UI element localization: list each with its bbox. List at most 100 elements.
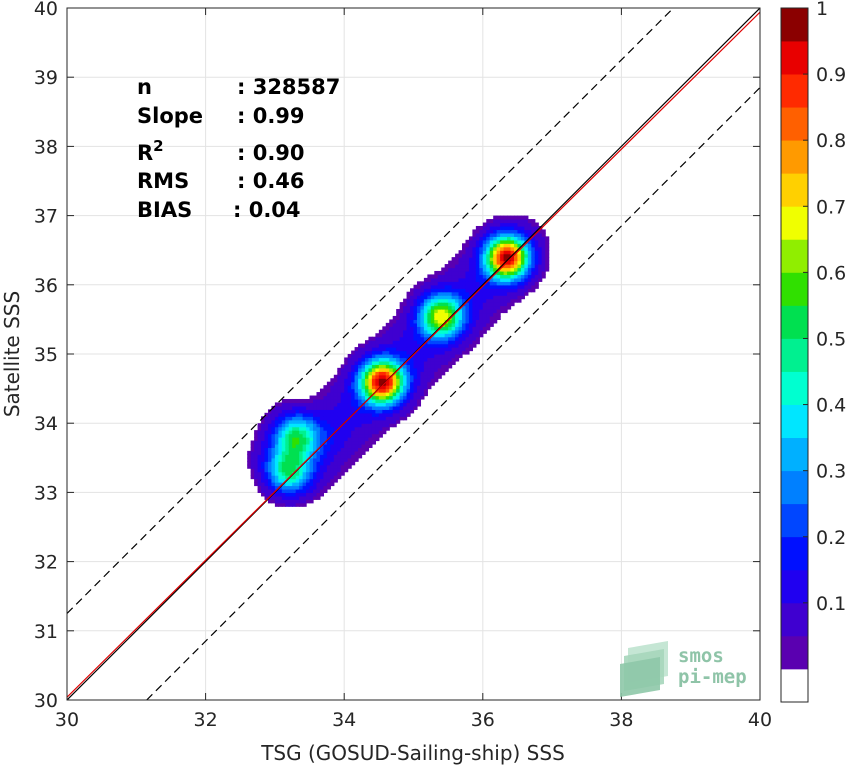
density-cell: [472, 250, 477, 255]
density-cell: [368, 443, 373, 449]
density-cell: [538, 267, 543, 272]
density-cell: [316, 482, 321, 487]
density-cell: [493, 225, 498, 231]
density-cell: [278, 443, 283, 449]
density-cell: [354, 457, 359, 462]
density-cell: [344, 447, 349, 452]
density-cell: [271, 471, 276, 476]
density-cell: [309, 475, 314, 480]
density-cell: [340, 419, 345, 424]
density-cell: [392, 423, 397, 428]
density-cell: [399, 305, 404, 310]
density-cell: [403, 357, 408, 362]
density-cell: [517, 274, 522, 279]
density-cell: [462, 250, 467, 255]
density-cell: [313, 464, 318, 469]
density-cell: [375, 360, 380, 365]
density-cell: [288, 440, 293, 445]
density-cell: [403, 398, 408, 404]
density-cell: [337, 371, 342, 376]
density-cell: [375, 398, 380, 404]
density-cell: [368, 416, 373, 421]
density-cell: [358, 398, 363, 404]
density-cell: [406, 398, 411, 404]
density-cell: [378, 354, 383, 359]
density-cell: [306, 426, 311, 431]
density-cell: [344, 371, 349, 376]
density-cell: [292, 457, 297, 462]
density-cell: [295, 475, 300, 480]
density-cell: [500, 284, 505, 289]
density-cell: [503, 274, 508, 279]
density-cell: [333, 468, 338, 473]
density-cell: [271, 478, 276, 483]
density-cell: [274, 485, 279, 490]
density-cell: [503, 219, 508, 224]
density-cell: [299, 485, 304, 490]
density-cell: [462, 315, 467, 320]
density-cell: [441, 291, 446, 296]
logo-line2: pi-mep: [678, 666, 747, 688]
density-cell: [288, 423, 293, 428]
density-cell: [361, 374, 366, 379]
density-cell: [316, 395, 321, 400]
density-cell: [378, 333, 383, 338]
density-cell: [267, 412, 273, 417]
density-cell: [333, 443, 338, 449]
density-cell: [479, 277, 484, 282]
density-cell: [406, 343, 411, 348]
density-cell: [448, 277, 453, 282]
density-cell: [524, 225, 529, 231]
density-cell: [455, 302, 460, 307]
density-cell: [288, 468, 293, 473]
density-cell: [520, 277, 525, 282]
density-cell: [271, 412, 276, 417]
density-cell: [358, 364, 363, 369]
density-cell: [299, 419, 304, 424]
density-cell: [261, 482, 266, 487]
density-cell: [441, 288, 446, 293]
density-cell: [437, 357, 442, 362]
density-cell: [267, 443, 273, 449]
density-cell: [496, 225, 501, 231]
density-cell: [364, 388, 370, 393]
density-cell: [319, 409, 325, 414]
density-cell: [444, 312, 449, 317]
density-cell: [406, 315, 411, 320]
density-cell: [295, 405, 300, 410]
density-cell: [340, 405, 345, 410]
colorbar-swatch: [781, 41, 808, 75]
density-cell: [472, 295, 477, 300]
density-cell: [323, 395, 328, 400]
density-cell: [358, 385, 363, 390]
density-cell: [510, 281, 515, 286]
density-cell: [462, 264, 467, 269]
density-cell: [486, 253, 491, 258]
density-cell: [507, 270, 512, 276]
density-cell: [527, 284, 532, 289]
density-cell: [389, 360, 394, 365]
density-cell: [330, 412, 335, 417]
density-cell: [375, 381, 380, 386]
density-cell: [344, 374, 349, 379]
density-cell: [351, 433, 356, 438]
density-cell: [281, 502, 286, 507]
density-cell: [430, 350, 435, 355]
colorbar-swatch: [781, 272, 808, 306]
density-cell: [448, 309, 453, 314]
density-cell: [448, 298, 453, 303]
density-cell: [264, 450, 269, 455]
density-cell: [517, 232, 522, 237]
density-cell: [264, 485, 269, 490]
density-cell: [534, 270, 539, 276]
density-cell: [337, 405, 342, 410]
density-cell: [472, 309, 477, 314]
density-cell: [503, 225, 508, 231]
density-cell: [274, 475, 279, 480]
density-cell: [330, 385, 335, 390]
density-cell: [410, 402, 415, 407]
density-cell: [486, 322, 491, 327]
density-cell: [306, 412, 311, 417]
density-cell: [261, 443, 266, 449]
density-cell: [420, 350, 425, 355]
